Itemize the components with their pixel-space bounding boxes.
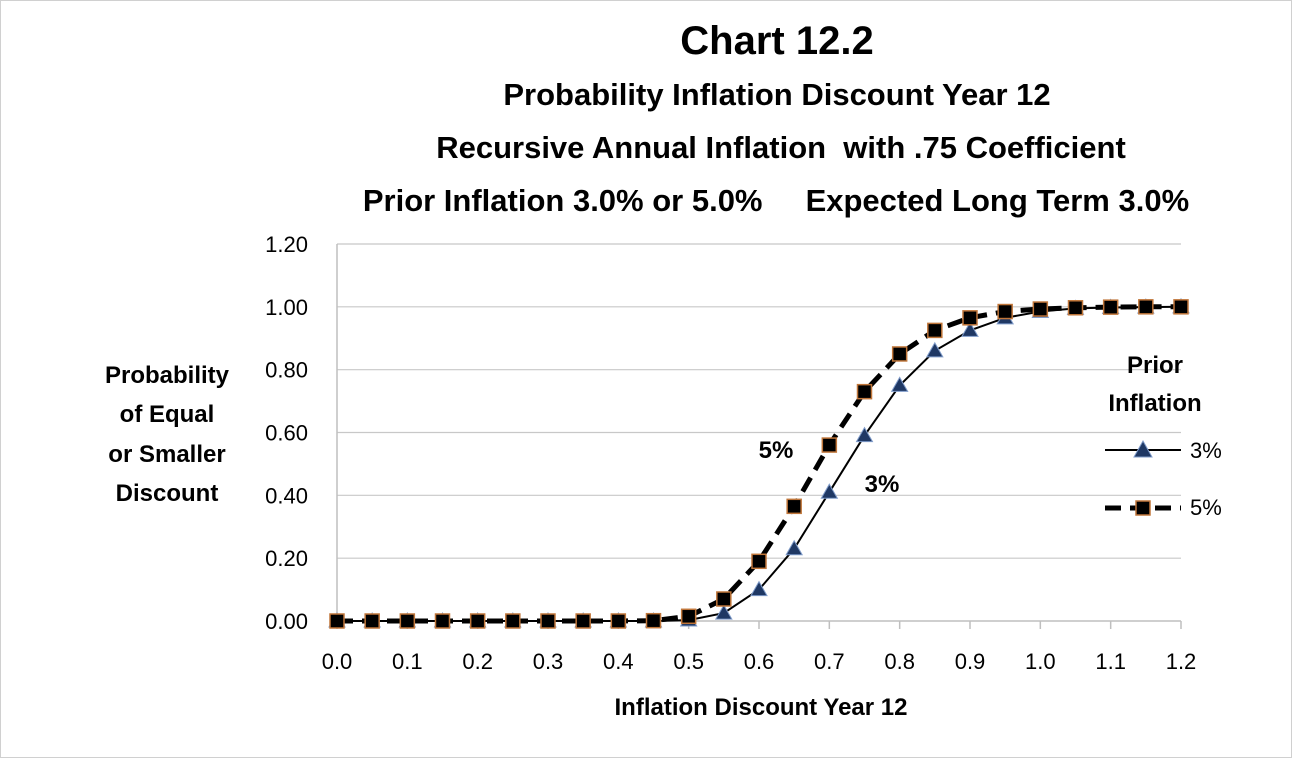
legend-marker-5pct — [1135, 500, 1151, 516]
legend-label-3pct: 3% — [1190, 438, 1222, 463]
series-marker-0 — [890, 376, 909, 392]
series-marker-1 — [716, 591, 732, 607]
x-tick-label: 0.9 — [955, 649, 986, 674]
y-tick-label: 1.20 — [265, 232, 308, 257]
x-tick-label: 0.1 — [392, 649, 423, 674]
series-marker-1 — [575, 613, 591, 629]
y-label-line-1: Probability — [105, 362, 230, 389]
x-tick-label: 0.2 — [462, 649, 493, 674]
y-tick-label: 0.60 — [265, 421, 308, 446]
series-marker-1 — [997, 303, 1013, 320]
series-1 — [329, 299, 1189, 629]
series-marker-1 — [1173, 299, 1189, 315]
series-marker-1 — [364, 613, 380, 629]
series-marker-1 — [469, 613, 486, 629]
y-tick-label: 0.00 — [265, 609, 308, 634]
gridlines — [337, 243, 1181, 559]
series-marker-1 — [540, 613, 556, 629]
y-tick-label: 0.80 — [265, 358, 308, 383]
series-marker-1 — [610, 613, 627, 629]
x-tick-label: 0.4 — [603, 649, 634, 674]
chart-subtitle-1: Probability Inflation Discount Year 12 — [503, 77, 1050, 112]
series-marker-0 — [925, 341, 944, 358]
chart-subtitle-2: Recursive Annual Inflation with .75 Coef… — [436, 130, 1126, 165]
y-axis-label: Probability of Equal or Smaller Discount — [105, 362, 230, 507]
annotation-5pct: 5% — [759, 437, 794, 464]
y-label-line-3: or Smaller — [108, 441, 225, 468]
series-marker-1 — [1102, 299, 1119, 315]
annotation-3pct: 3% — [865, 471, 900, 498]
legend-title-line-1: Prior — [1127, 352, 1183, 379]
legend-label-5pct: 5% — [1190, 495, 1222, 520]
series-marker-1 — [821, 437, 838, 453]
series-marker-0 — [855, 426, 874, 443]
series-marker-1 — [645, 612, 662, 629]
legend-title-line-2: Inflation — [1108, 390, 1201, 417]
series-marker-1 — [434, 613, 451, 629]
series-marker-1 — [680, 608, 697, 625]
x-tick-label: 0.0 — [322, 649, 353, 674]
series-marker-1 — [329, 613, 345, 629]
series-marker-1 — [786, 498, 802, 515]
y-label-line-4: Discount — [116, 480, 219, 507]
y-tick-labels: 0.00 0.20 0.40 0.60 0.80 1.00 1.20 — [265, 232, 308, 634]
series-marker-1 — [399, 613, 416, 629]
x-axis-label: Inflation Discount Year 12 — [615, 694, 908, 721]
x-tick-label: 0.6 — [744, 649, 775, 674]
y-tick-label: 0.20 — [265, 546, 308, 571]
series-marker-1 — [1032, 301, 1049, 317]
x-tick-label: 0.7 — [814, 649, 845, 674]
series-layer — [328, 297, 1190, 629]
series-marker-0 — [785, 539, 804, 556]
series-marker-1 — [751, 553, 767, 570]
series-marker-1 — [927, 322, 943, 339]
series-marker-0 — [961, 321, 979, 337]
series-marker-1 — [891, 346, 908, 362]
series-marker-1 — [1138, 299, 1154, 315]
series-marker-1 — [962, 310, 978, 326]
series-marker-1 — [856, 383, 873, 400]
chart-subtitle-3: Prior Inflation 3.0% or 5.0% Expected Lo… — [363, 183, 1189, 218]
series-marker-0 — [750, 580, 768, 597]
x-tick-label: 0.8 — [884, 649, 915, 674]
series-marker-1 — [1067, 300, 1084, 316]
legend: Prior Inflation 3% 5% — [1105, 352, 1222, 520]
x-tick-label: 1.2 — [1166, 649, 1197, 674]
legend-marker-3pct — [1133, 439, 1153, 458]
x-tick-labels: 0.0 0.1 0.2 0.3 0.4 0.5 0.6 0.7 0.8 0.9 1.0 1.1 1.2 — [322, 649, 1197, 674]
y-tick-label: 1.00 — [265, 295, 308, 320]
x-tick-label: 0.3 — [533, 649, 564, 674]
series-marker-1 — [505, 613, 521, 629]
chart-title: Chart 12.2 — [680, 19, 873, 63]
series-marker-0 — [820, 483, 839, 499]
series-marker-0 — [714, 604, 733, 620]
x-tick-label: 0.5 — [673, 649, 704, 674]
x-tick-label: 1.0 — [1025, 649, 1056, 674]
legend-item-3pct: 3% — [1105, 438, 1222, 463]
y-tick-label: 0.40 — [265, 483, 308, 508]
legend-item-5pct: 5% — [1105, 495, 1222, 520]
y-label-line-2: of Equal — [120, 401, 215, 428]
x-tick-label: 1.1 — [1095, 649, 1126, 674]
